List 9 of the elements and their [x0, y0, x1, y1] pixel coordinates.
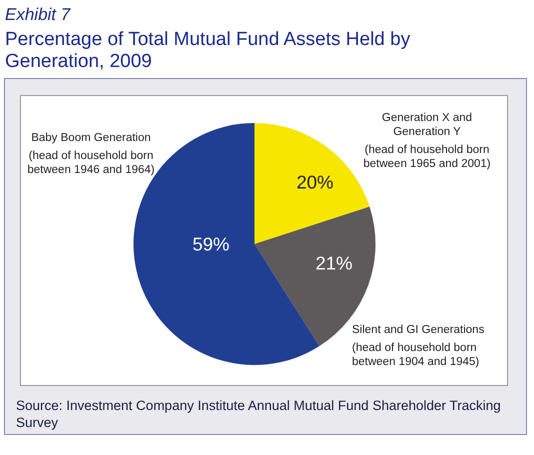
slice-label: Generation X and Generation Y (head of household born between 1965 and 2001) — [363, 112, 491, 170]
source-note: Source: Investment Company Institute Annual Mutual Fund Shareholder Tracking Survey — [16, 398, 501, 430]
chart-subtitle: Exhibit 7 — [5, 5, 71, 24]
data-label: 59% — [192, 234, 230, 254]
slice-label: Baby Boom Generation (head of household born between 1946 and 1964) — [27, 132, 155, 176]
chart-title: Percentage of Total Mutual Fund Assets Held by Generation, 2009 — [5, 29, 411, 72]
data-label: 21% — [315, 252, 353, 274]
data-label: 20% — [296, 172, 334, 192]
slice-label: Silent and GI Generations (head of household born between 1904 and 1945) — [352, 324, 485, 368]
